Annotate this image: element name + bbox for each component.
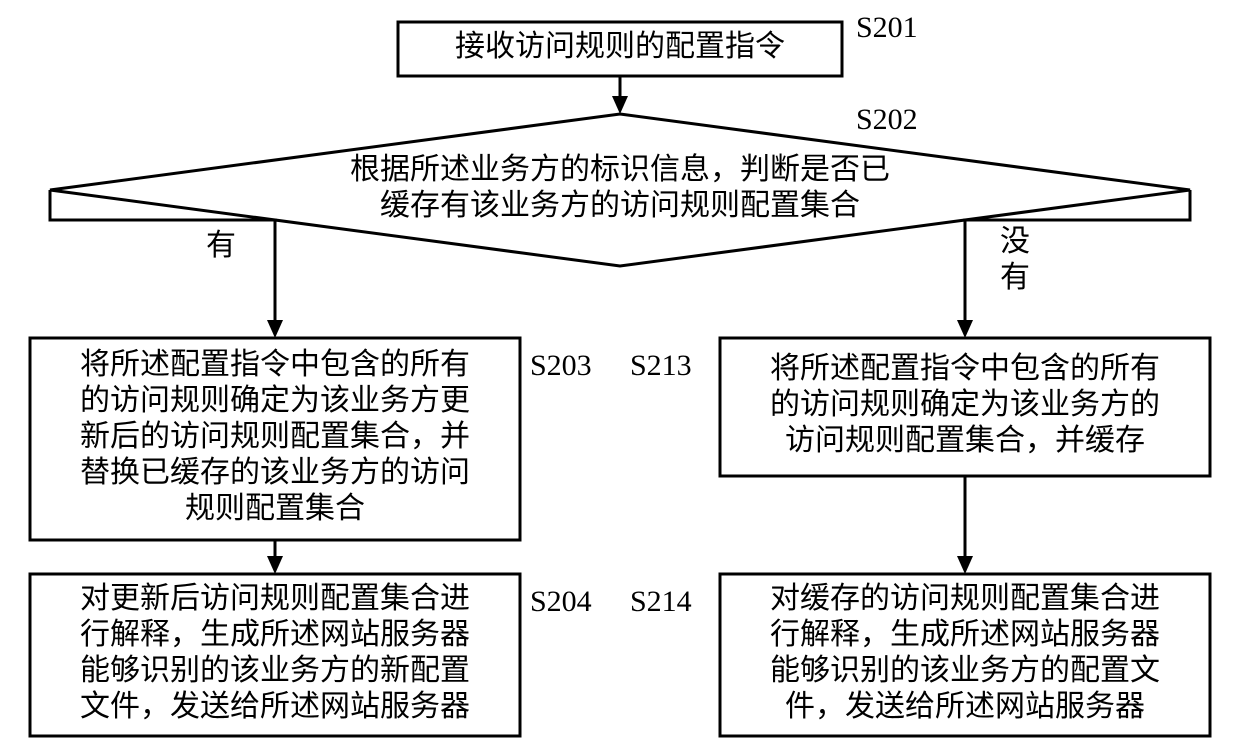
node-text: 规则配置集合 xyxy=(185,492,365,525)
node-text: 访问规则配置集合，并缓存 xyxy=(785,424,1145,457)
node-text: 对缓存的访问规则配置集合进 xyxy=(770,582,1160,615)
node-text: 能够识别的该业务方的新配置 xyxy=(80,654,470,687)
node-text: 替换已缓存的该业务方的访问 xyxy=(80,456,470,489)
edge-label: 有 xyxy=(206,229,236,262)
node-text: 能够识别的该业务方的配置文 xyxy=(770,654,1160,687)
step-label: S201 xyxy=(856,11,918,44)
node-text: 的访问规则确定为该业务方更 xyxy=(80,384,470,417)
edge-label: 没 xyxy=(1000,225,1030,258)
node-text: 将所述配置指令中包含的所有 xyxy=(770,352,1160,385)
node-text: 缓存有该业务方的访问规则配置集合 xyxy=(380,189,860,222)
step-label: S214 xyxy=(630,585,692,618)
node-text: 将所述配置指令中包含的所有 xyxy=(80,348,470,381)
step-label: S203 xyxy=(530,349,592,382)
step-label: S202 xyxy=(856,103,918,136)
node-text: 对更新后访问规则配置集合进 xyxy=(80,582,470,615)
edge-label: 有 xyxy=(1000,261,1030,294)
node-text: 行解释，生成所述网站服务器 xyxy=(80,618,470,651)
node-text: 新后的访问规则配置集合，并 xyxy=(80,420,470,453)
node-text: 行解释，生成所述网站服务器 xyxy=(770,618,1160,651)
node-text: 根据所述业务方的标识信息，判断是否已 xyxy=(350,153,890,186)
node-text: 文件，发送给所述网站服务器 xyxy=(80,690,470,723)
node-text: 件，发送给所述网站服务器 xyxy=(785,690,1145,723)
step-label: S204 xyxy=(530,585,592,618)
node-text: 的访问规则确定为该业务方的 xyxy=(770,388,1160,421)
step-label: S213 xyxy=(630,349,692,382)
node-text: 接收访问规则的配置指令 xyxy=(455,30,785,63)
